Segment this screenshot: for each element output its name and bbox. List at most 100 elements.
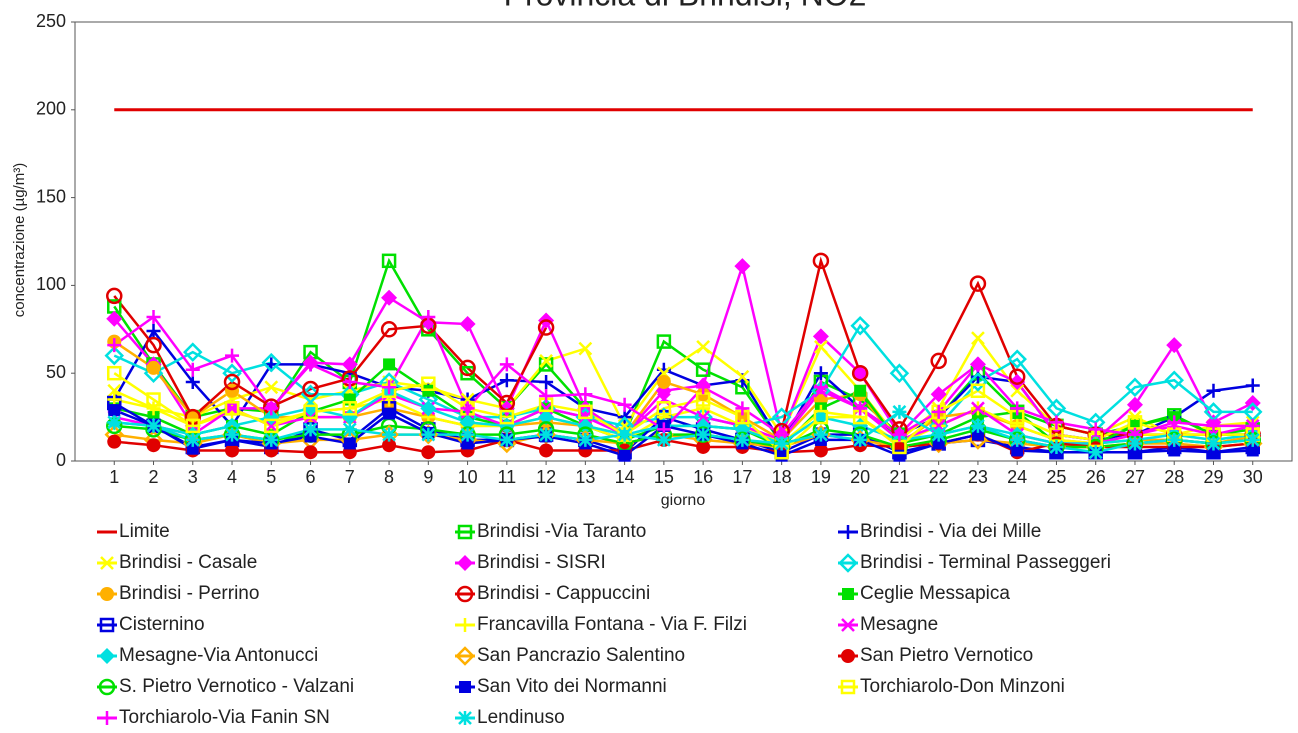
marker [459,316,476,333]
marker [1010,401,1025,416]
marker [618,449,631,462]
x-tick-label: 22 [929,467,949,487]
marker [460,427,475,442]
y-tick-label: 250 [36,11,66,31]
marker [264,418,279,434]
marker [840,679,856,695]
marker [459,359,476,377]
marker [734,258,751,275]
legend-label: Mesagne-Via Antonucci [119,645,318,666]
marker [264,380,279,395]
marker [1127,436,1142,451]
marker [225,443,240,458]
marker [1206,383,1221,398]
marker [971,428,984,441]
marker [842,588,854,600]
marker [538,409,555,426]
y-tick-label: 100 [36,274,66,294]
marker [1245,378,1260,393]
marker [146,418,161,433]
marker [459,414,476,431]
x-tick-label: 11 [497,467,516,487]
marker [1207,446,1220,459]
marker [459,681,471,693]
marker [108,404,121,417]
marker [261,352,282,373]
y-tick-label: 200 [36,99,66,119]
marker [1168,444,1181,457]
marker [461,437,474,450]
marker [421,445,436,460]
marker [1008,368,1026,385]
marker [1125,377,1145,398]
legend-item: Mesagne-Via Antonucci [97,645,318,666]
legend-label: Torchiarolo-Via Fanin SN [119,707,330,728]
marker [106,287,123,305]
legend-label: Mesagne [860,614,938,635]
marker [841,649,855,663]
x-tick-label: 24 [1007,467,1027,487]
marker [421,376,436,391]
legend-label: Brindisi -Via Taranto [477,521,646,542]
marker [342,422,357,437]
marker [302,400,319,417]
legend-label: Limite [119,521,170,542]
marker [224,401,240,416]
legend-item: San Pietro Vernotico [838,645,1033,666]
marker [107,338,122,353]
y-tick-label: 150 [36,186,66,206]
legend-label: Torchiarolo-Don Minzoni [860,676,1065,697]
legend-item: Torchiarolo-Via Fanin SN [97,707,330,728]
marker [100,711,114,725]
x-axis-label: giorno [661,492,706,509]
legend-item: San Vito dei Normanni [455,676,667,697]
marker [460,401,475,416]
marker [578,341,593,356]
marker [696,339,711,354]
chart-title: Provincia di Brindisi, NO2 [504,0,867,12]
marker [183,342,203,362]
marker [1010,432,1025,447]
marker [852,365,869,382]
marker [107,434,122,449]
y-tick-label: 50 [46,362,66,382]
marker [1206,418,1221,433]
marker [457,524,473,540]
marker [970,418,985,433]
marker [889,363,910,383]
marker [421,427,436,442]
marker [106,310,123,327]
marker [146,438,161,453]
legend-item: Brindisi - Terminal Passeggeri [838,552,1111,573]
x-tick-label: 28 [1164,467,1184,487]
marker [696,401,711,416]
marker [1126,396,1143,413]
marker [455,646,475,666]
x-tick-label: 8 [384,467,394,487]
x-tick-label: 16 [693,467,713,487]
marker [1049,415,1064,430]
marker [812,252,830,270]
legend-label: Brindisi - SISRI [477,552,606,573]
marker [146,310,161,325]
marker [1246,444,1259,457]
marker [735,432,750,447]
marker [838,553,858,573]
marker [342,401,358,416]
marker [813,427,828,442]
marker [499,409,515,425]
marker [1009,373,1026,390]
legend-label: Francavilla Fontana - Via F. Filzi [477,614,747,635]
marker [853,432,868,447]
marker [968,372,988,392]
legend-label: San Vito dei Normanni [477,676,667,697]
marker [892,404,907,419]
marker [696,410,711,424]
marker [100,587,114,601]
marker [539,401,553,416]
marker [930,386,947,403]
marker [421,310,436,325]
marker [185,374,200,389]
marker [578,404,593,420]
legend-item: Cisternino [97,614,205,635]
